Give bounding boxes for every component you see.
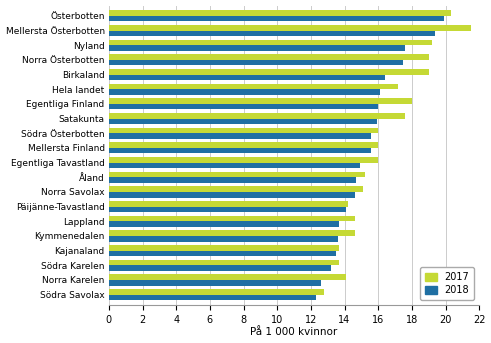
- Bar: [109, 31, 436, 36]
- Bar: [109, 104, 378, 109]
- Bar: [109, 280, 321, 286]
- Bar: [109, 157, 378, 163]
- Bar: [109, 230, 355, 236]
- Bar: [109, 274, 346, 280]
- Bar: [109, 45, 405, 51]
- Bar: [109, 289, 325, 295]
- Bar: [109, 265, 331, 271]
- Bar: [109, 89, 380, 95]
- Bar: [109, 142, 378, 148]
- Bar: [109, 133, 372, 139]
- Bar: [109, 163, 360, 168]
- Bar: [109, 16, 444, 21]
- Bar: [109, 201, 348, 206]
- Bar: [109, 74, 385, 80]
- Bar: [109, 128, 378, 133]
- Legend: 2017, 2018: 2017, 2018: [420, 268, 474, 300]
- Bar: [109, 25, 471, 31]
- Bar: [109, 60, 404, 66]
- Bar: [109, 98, 412, 104]
- Bar: [109, 54, 429, 60]
- Bar: [109, 295, 316, 300]
- Bar: [109, 192, 355, 198]
- Bar: [109, 236, 338, 241]
- Bar: [109, 260, 339, 265]
- Bar: [109, 251, 336, 256]
- Bar: [109, 39, 432, 45]
- X-axis label: På 1 000 kvinnor: På 1 000 kvinnor: [250, 328, 338, 338]
- Bar: [109, 245, 339, 251]
- Bar: [109, 206, 346, 212]
- Bar: [109, 221, 339, 227]
- Bar: [109, 84, 398, 89]
- Bar: [109, 69, 429, 74]
- Bar: [109, 186, 363, 192]
- Bar: [109, 10, 451, 16]
- Bar: [109, 119, 377, 124]
- Bar: [109, 216, 355, 221]
- Bar: [109, 148, 372, 153]
- Bar: [109, 177, 356, 183]
- Bar: [109, 172, 365, 177]
- Bar: [109, 113, 405, 119]
